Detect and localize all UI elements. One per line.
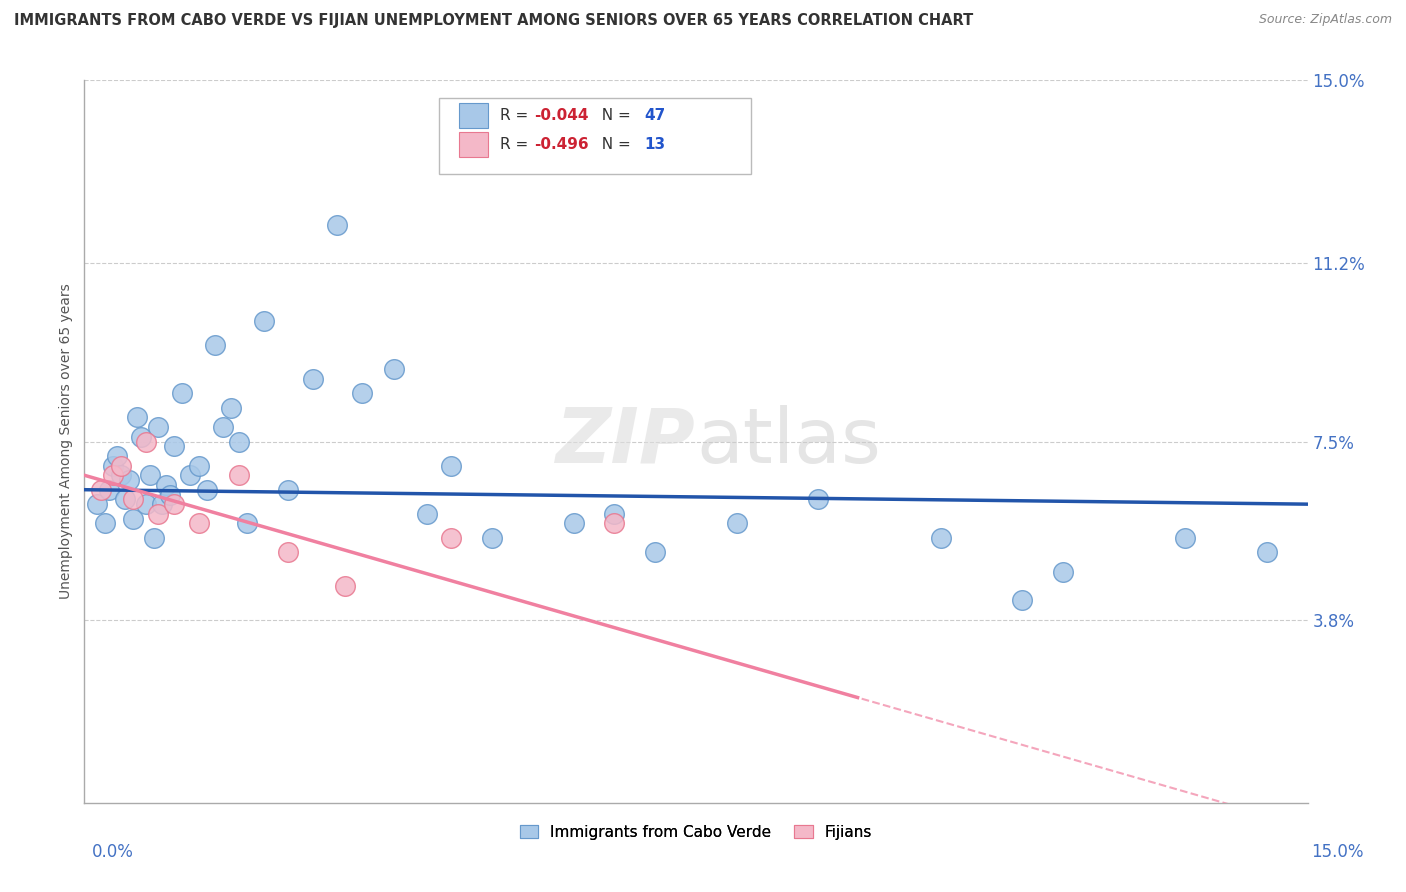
FancyBboxPatch shape: [458, 103, 488, 128]
Point: [1256, 545, 1278, 559]
Point: [172, 386, 194, 401]
Point: [97, 483, 120, 497]
Point: [440, 531, 463, 545]
Point: [326, 218, 349, 232]
Point: [644, 545, 666, 559]
Text: R =: R =: [501, 137, 533, 152]
Point: [382, 362, 405, 376]
Point: [253, 314, 276, 328]
Point: [228, 468, 250, 483]
Point: [335, 579, 357, 593]
Point: [142, 531, 165, 545]
Point: [350, 386, 373, 401]
Y-axis label: Unemployment Among Seniors over 65 years: Unemployment Among Seniors over 65 years: [59, 284, 73, 599]
Point: [562, 516, 585, 531]
Point: [110, 458, 132, 473]
Point: [440, 458, 463, 473]
Point: [114, 492, 136, 507]
Point: [146, 507, 169, 521]
Point: [159, 487, 181, 501]
Legend: Immigrants from Cabo Verde, Fijians: Immigrants from Cabo Verde, Fijians: [513, 819, 879, 846]
Point: [204, 338, 226, 352]
Point: [1052, 565, 1074, 579]
Text: -0.496: -0.496: [534, 137, 589, 152]
Text: 15.0%: 15.0%: [1312, 843, 1364, 861]
Point: [105, 449, 128, 463]
Text: -0.044: -0.044: [534, 108, 589, 123]
Point: [90, 483, 112, 497]
Point: [603, 507, 626, 521]
Point: [725, 516, 748, 531]
Point: [110, 468, 132, 483]
Point: [118, 473, 141, 487]
Text: 13: 13: [644, 137, 665, 152]
Point: [122, 492, 145, 507]
Point: [416, 507, 439, 521]
Text: ZIP: ZIP: [557, 405, 696, 478]
Text: N =: N =: [592, 137, 636, 152]
Point: [187, 458, 209, 473]
Point: [135, 434, 157, 449]
Point: [228, 434, 250, 449]
Point: [603, 516, 626, 531]
Point: [1174, 531, 1197, 545]
Text: N =: N =: [592, 108, 636, 123]
Point: [481, 531, 503, 545]
Text: 47: 47: [644, 108, 666, 123]
Text: 0.0%: 0.0%: [91, 843, 134, 861]
Text: Source: ZipAtlas.com: Source: ZipAtlas.com: [1258, 13, 1392, 27]
Point: [163, 439, 186, 453]
FancyBboxPatch shape: [458, 132, 488, 157]
Text: R =: R =: [501, 108, 533, 123]
Text: atlas: atlas: [696, 405, 880, 478]
Point: [195, 483, 218, 497]
Point: [131, 430, 153, 444]
Point: [1011, 593, 1033, 607]
FancyBboxPatch shape: [439, 98, 751, 174]
Point: [236, 516, 259, 531]
Point: [127, 410, 149, 425]
Point: [929, 531, 952, 545]
Point: [135, 497, 157, 511]
Point: [807, 492, 830, 507]
Point: [155, 478, 177, 492]
Point: [163, 497, 186, 511]
Point: [277, 483, 299, 497]
Point: [93, 516, 115, 531]
Point: [86, 497, 108, 511]
Point: [150, 497, 173, 511]
Point: [101, 468, 124, 483]
Point: [212, 420, 235, 434]
Point: [301, 372, 323, 386]
Point: [122, 511, 145, 525]
Point: [277, 545, 299, 559]
Point: [138, 468, 160, 483]
Point: [101, 458, 124, 473]
Text: IMMIGRANTS FROM CABO VERDE VS FIJIAN UNEMPLOYMENT AMONG SENIORS OVER 65 YEARS CO: IMMIGRANTS FROM CABO VERDE VS FIJIAN UNE…: [14, 13, 973, 29]
Point: [219, 401, 242, 415]
Point: [187, 516, 209, 531]
Point: [146, 420, 169, 434]
Point: [179, 468, 201, 483]
